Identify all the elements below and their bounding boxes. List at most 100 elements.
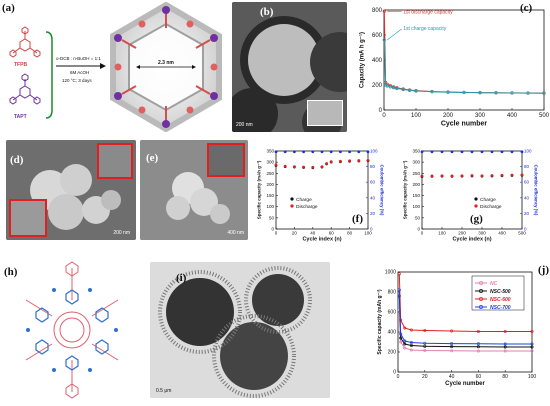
data-point [403, 346, 407, 350]
y-tick-label: 200 [388, 350, 397, 356]
data-point [510, 150, 514, 154]
data-point [366, 150, 370, 154]
data-point [542, 91, 546, 95]
sem-inset-top [97, 143, 133, 179]
legend-marker [474, 204, 478, 208]
chart-c: 0 100 200 300 400 500 0 200 400 600 800 Cycle numbe… [359, 8, 550, 128]
data-point [382, 9, 386, 13]
data-point [366, 158, 370, 162]
sem-inset [207, 143, 245, 177]
panel-label: (e) [146, 152, 159, 164]
data-point [520, 173, 524, 177]
panel-f: 0 20 40 60 80 100 0 50 100 150 200 250 300 350 0 20 40 60… [252, 143, 392, 253]
y2-tick-label: 80 [370, 164, 376, 169]
data-point [403, 339, 407, 343]
data-point [430, 174, 434, 178]
panel-label: (h) [4, 266, 18, 278]
data-point [274, 150, 278, 154]
scale-bar-label: 200 nm [113, 230, 130, 236]
data-point [385, 84, 389, 88]
data-point [420, 174, 424, 178]
x-axis-label: Cycle number [445, 381, 485, 387]
x-tick-label: 300 [475, 113, 486, 119]
x-tick-label: 60 [329, 231, 335, 236]
data-point [409, 341, 413, 345]
x-tick-label: 200 [443, 113, 454, 119]
annotation-arrow [387, 28, 402, 41]
x-tick-label: 40 [449, 374, 455, 380]
data-point [339, 150, 342, 154]
data-point [476, 345, 480, 349]
y-tick-label: 200 [412, 182, 420, 187]
legend-label: Discharge [296, 204, 318, 210]
data-point [423, 349, 427, 353]
y-tick-label: 150 [412, 193, 420, 198]
data-point [399, 332, 403, 336]
data-point [348, 150, 352, 154]
y-tick-label: 250 [266, 171, 274, 176]
x-tick-label: 60 [476, 374, 482, 380]
data-point [510, 91, 514, 95]
condition-temp: 120 °C; 3 days [62, 78, 92, 83]
y-tick-label: 800 [372, 8, 383, 14]
y2-tick-label: 100 [370, 149, 378, 154]
panel-label: (g) [470, 213, 483, 225]
data-point [399, 340, 403, 344]
x-tick-label: 0 [382, 113, 386, 119]
panel-d: (d) 200 nm [6, 140, 136, 240]
data-point [440, 174, 444, 178]
data-point [409, 348, 413, 352]
data-point [311, 165, 315, 169]
panel-a: (a) TFPB TAPT o-DCB : n-BuOH = 1:1 6M Ac… [0, 0, 226, 134]
y2-tick-label: 60 [370, 180, 376, 185]
x-tick-label: 100 [528, 374, 537, 380]
chart-f: 0 20 40 60 80 1000501001502002503003500204060… [257, 149, 385, 243]
data-point [274, 163, 278, 167]
y-axis-label: Specific capacity (mAh g⁻¹) [377, 289, 383, 354]
data-point [293, 150, 296, 154]
panel-label: (d) [10, 154, 24, 166]
data-point [414, 89, 418, 93]
legend-label: NSC-600 [490, 297, 511, 303]
data-point [503, 349, 507, 353]
tapt-molecule [9, 73, 41, 105]
panel-e: (e) 400 nm [140, 140, 248, 240]
x-tick-label: 200 [458, 231, 466, 236]
y-tick-label: 600 [372, 33, 383, 39]
panel-label: (f) [352, 213, 363, 225]
data-point [480, 150, 484, 154]
y-tick-label: 200 [372, 83, 383, 89]
data-point [530, 330, 534, 334]
reaction-arrow [56, 63, 106, 69]
data-point [450, 349, 454, 353]
sem-inset-bottom [9, 199, 47, 237]
data-point [423, 344, 427, 348]
y-tick-label: 0 [393, 370, 396, 376]
data-point [391, 86, 396, 90]
data-point [401, 87, 405, 92]
y2-tick-label: 40 [524, 195, 530, 200]
data-point [478, 91, 482, 95]
y2-tick-label: 40 [370, 195, 376, 200]
condition-acid: 6M AcOH [70, 70, 90, 75]
panel-label: (a) [2, 2, 15, 14]
y-tick-label: 300 [412, 160, 420, 165]
data-point [399, 336, 403, 340]
y-tick-label: 50 [415, 215, 421, 220]
data-point [460, 174, 464, 178]
panel-label: (b) [260, 6, 274, 18]
data-point [357, 159, 361, 162]
series-line [398, 295, 532, 348]
data-point [500, 150, 504, 154]
data-point [311, 150, 315, 154]
data-point [357, 150, 361, 154]
data-point [283, 164, 287, 168]
data-point [503, 330, 507, 334]
y2-tick-label: 60 [524, 180, 530, 185]
x-tick-label: 80 [347, 231, 353, 236]
panel-label: (j) [538, 264, 549, 276]
data-point [450, 150, 454, 154]
data-point [407, 88, 412, 92]
panel-g: 0 100 200 300 400 500 0 50 100 150 200 250 300 350 0 20… [394, 143, 546, 253]
y2-tick-label: 0 [524, 227, 527, 232]
